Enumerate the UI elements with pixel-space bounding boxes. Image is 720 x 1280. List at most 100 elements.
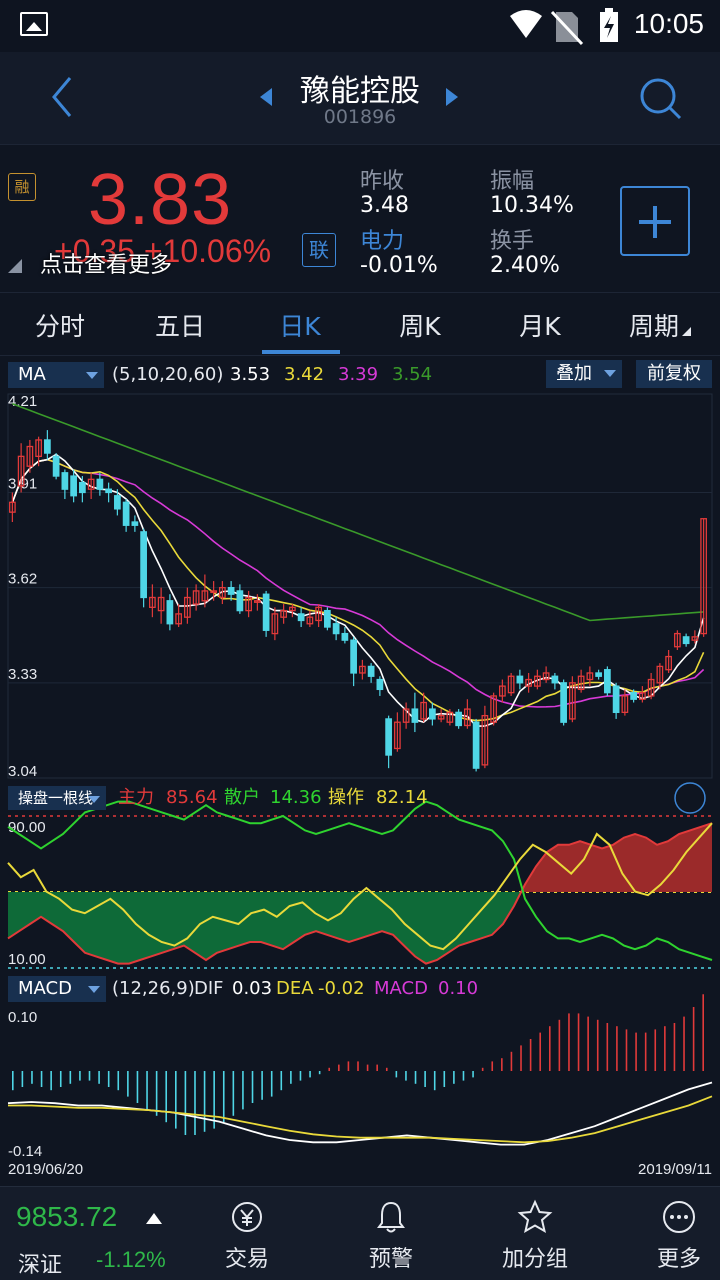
end-date: 2019/09/11 [638, 1161, 712, 1178]
battery-charging-icon [600, 8, 618, 42]
tab-five-day[interactable]: 五日 [154, 312, 205, 341]
candle-body [201, 590, 209, 602]
candle-body [297, 613, 305, 622]
candle-body [105, 488, 112, 494]
operation-line [7, 822, 713, 951]
prev-stock-arrow-icon[interactable] [260, 88, 272, 106]
candle-body [350, 639, 357, 674]
overlay-label: 叠加 [556, 363, 592, 384]
last-price: 3.83 [88, 160, 233, 240]
tab-monthly-k[interactable]: 月K [519, 312, 561, 341]
adjust-button[interactable]: 前复权 [636, 360, 712, 388]
candle-body [280, 609, 287, 618]
candle-body [70, 475, 77, 497]
candle-body [271, 613, 279, 635]
mid-indicator-name: 操盘一根线 [18, 789, 94, 807]
candle-body [516, 675, 524, 684]
search-icon[interactable] [634, 72, 686, 124]
main-force-red-area [8, 823, 712, 892]
candle-body [446, 711, 454, 723]
nav-alert[interactable]: 预警 [341, 1195, 441, 1279]
mid-indicator-select[interactable]: 操盘一根线 [8, 786, 106, 810]
more-hint[interactable]: 点击查看更多 [40, 253, 173, 278]
candle-body [682, 636, 690, 645]
candle-body [262, 593, 270, 631]
candle-body [17, 455, 25, 487]
tab-period[interactable]: 周期 [628, 312, 679, 341]
trade-icon [232, 1202, 262, 1232]
candle-body [551, 675, 559, 684]
add-watchlist-button[interactable] [620, 186, 690, 256]
candle-body [166, 600, 174, 625]
candle-body [184, 596, 191, 618]
stock-header: 豫能控股 001896 [0, 52, 720, 144]
main-panel-frame [7, 393, 713, 779]
macd-indicator-select[interactable]: MACD [8, 976, 106, 1002]
candle-body [289, 606, 296, 612]
candle-body [175, 613, 182, 625]
quote-panel[interactable]: 融 3.83 +0.35 +10.06% 点击查看更多 联 昨收 3.48 电力… [0, 144, 720, 292]
stock-code: 001896 [323, 106, 397, 128]
dropdown-arrow-icon [86, 372, 98, 379]
sector-label[interactable]: 电力 [360, 229, 405, 254]
linked-badge[interactable]: 联 [302, 233, 336, 267]
active-tab-indicator [262, 350, 340, 354]
bell-icon [377, 1201, 405, 1233]
clock: 10:05 [633, 8, 704, 39]
kline-chart-svg[interactable]: 4.213.913.623.333.0490.0010.000.10-0.142… [0, 356, 720, 1186]
corner-triangle-icon [8, 259, 22, 273]
candle-body [324, 609, 331, 628]
amplitude-label: 振幅 [490, 169, 535, 194]
overlay-select[interactable]: 叠加 [546, 360, 622, 388]
main-force-value: 85.64 [166, 787, 218, 808]
mid-axis-bottom: 10.00 [8, 951, 46, 968]
candle-body [700, 518, 707, 635]
candle-body [569, 682, 576, 720]
mid-axis-top: 90.00 [8, 819, 46, 836]
tab-intraday[interactable]: 分时 [34, 312, 85, 341]
price-axis-label: 3.62 [8, 571, 37, 588]
prev-close-value: 3.48 [360, 193, 409, 218]
candle-body [227, 586, 235, 595]
tab-weekly-k[interactable]: 周K [399, 312, 441, 341]
dropdown-arrow-icon [604, 370, 616, 377]
back-arrow-icon[interactable] [40, 72, 90, 122]
stock-name: 豫能控股 [300, 74, 420, 109]
nav-more[interactable]: 更多 [629, 1195, 720, 1279]
index-expand-triangle-icon[interactable] [146, 1213, 162, 1224]
candle-body [131, 521, 139, 526]
ma-indicator-select[interactable]: MA [8, 362, 104, 388]
candle-body [210, 590, 217, 594]
tab-daily-k[interactable]: 日K [279, 312, 321, 341]
chart-area[interactable]: MA (5,10,20,60) 3.53 3.42 3.39 3.54 叠加 前… [0, 356, 720, 1186]
candle-body [507, 675, 515, 694]
main-force-label: 主力 [118, 787, 154, 808]
ma5-line [11, 453, 705, 727]
nav-trade[interactable]: 交易 [197, 1195, 297, 1279]
more-icon [663, 1201, 695, 1233]
macd-value: 0.10 [438, 978, 479, 999]
candle-body [525, 678, 532, 687]
candle-body [236, 590, 244, 612]
candle-body [595, 672, 602, 677]
candle-body [332, 623, 340, 635]
operation-label: 操作 [328, 787, 364, 808]
turnover-value: 2.40% [490, 253, 560, 278]
retail-value: 14.36 [270, 787, 322, 808]
candle-body [481, 714, 489, 766]
turnover-label: 换手 [490, 229, 535, 254]
bottom-nav: 9853.72 深证 -1.12% 交易 预警 加分组 更多 [0, 1186, 720, 1280]
index-value[interactable]: 9853.72 [16, 1201, 118, 1232]
next-stock-arrow-icon[interactable] [446, 88, 458, 106]
dif-line [7, 1081, 713, 1146]
candle-body [122, 501, 130, 526]
nav-add-group[interactable]: 加分组 [485, 1195, 585, 1279]
candle-body [44, 439, 51, 454]
status-icons [510, 8, 618, 46]
ma5-value: 3.53 [230, 364, 271, 385]
candle-body [665, 655, 672, 671]
candle-body [437, 714, 445, 720]
candle-body [219, 586, 226, 599]
candle-body [464, 708, 471, 727]
macd-axis-bottom: -0.14 [8, 1143, 42, 1160]
